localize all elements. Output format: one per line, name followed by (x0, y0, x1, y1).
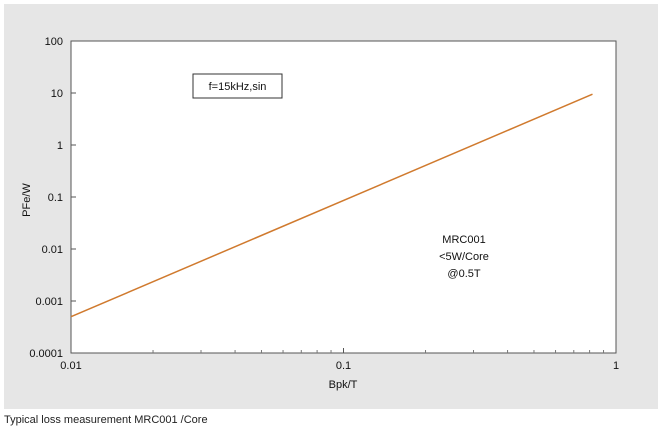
x-axis-ticks: 0.01 0.1 1 (60, 348, 619, 372)
x-axis-label: Bpk/T (329, 379, 358, 391)
figure-caption: Typical loss measurement MRC001 /Core (4, 414, 208, 426)
x-tick-label: 0.1 (336, 360, 351, 372)
y-axis-ticks: 0.0001 0.001 0.01 0.1 1 10 100 (29, 36, 76, 360)
annotation-box (192, 73, 283, 99)
plot-area (70, 40, 617, 354)
annotation-box-label: f=15kHz,sin (209, 81, 267, 93)
y-tick-label: 100 (45, 36, 63, 48)
y-tick-label: 10 (51, 88, 63, 100)
y-tick-label: 0.001 (35, 296, 63, 308)
y-axis-label: PFe/W (21, 183, 33, 217)
y-tick-label: 0.01 (42, 244, 63, 256)
annotation-line-1: MRC001 (442, 234, 485, 246)
x-tick-label: 0.01 (60, 360, 81, 372)
x-tick-label: 1 (613, 360, 619, 372)
loss-chart: 0.01 0.1 1 0.0001 0.001 0.01 0.1 1 10 100 f=15kH… (21, 36, 619, 391)
y-tick-label: 1 (57, 140, 63, 152)
annotation-line-3: @0.5T (447, 268, 480, 280)
y-tick-label: 0.1 (48, 192, 63, 204)
series-group (70, 93, 593, 318)
series-line (70, 93, 593, 318)
annotation-line-2: <5W/Core (439, 251, 489, 263)
y-tick-label: 0.0001 (29, 348, 63, 360)
